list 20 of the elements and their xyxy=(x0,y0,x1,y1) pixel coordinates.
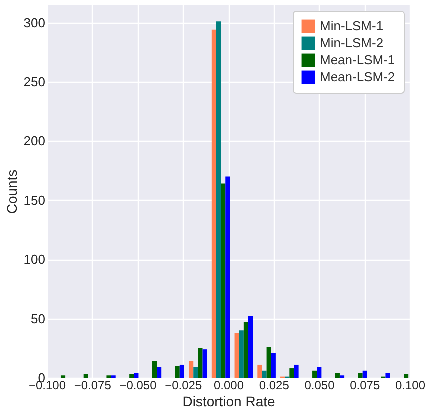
legend-label: Mean-LSM-2 xyxy=(320,70,396,84)
x-tick-label: 0.075 xyxy=(350,378,380,392)
y-axis-title: Counts xyxy=(4,170,20,214)
y-tick-label: 300 xyxy=(24,15,46,30)
x-tick-label: −0.050 xyxy=(120,378,158,392)
y-tick-label: 250 xyxy=(24,74,46,90)
y-tick-label: 150 xyxy=(24,192,46,208)
x-tick-label: 0.100 xyxy=(395,378,426,392)
x-axis-title: Distortion Rate xyxy=(182,394,276,410)
y-tick-label: 50 xyxy=(31,311,46,326)
legend-label: Mean-LSM-1 xyxy=(320,52,396,68)
x-tick-label: −0.025 xyxy=(165,378,202,392)
x-tick-label: 0.025 xyxy=(259,378,290,392)
x-tick-label: 0.050 xyxy=(304,378,336,392)
legend-label: Min-LSM-2 xyxy=(320,36,384,50)
x-tick-label: −0.075 xyxy=(74,378,112,392)
y-tick-label: 100 xyxy=(24,252,46,268)
x-tick-label: 0.000 xyxy=(214,378,244,392)
legend-label: Min-LSM-1 xyxy=(320,18,384,34)
y-tick-label: 200 xyxy=(24,134,46,149)
